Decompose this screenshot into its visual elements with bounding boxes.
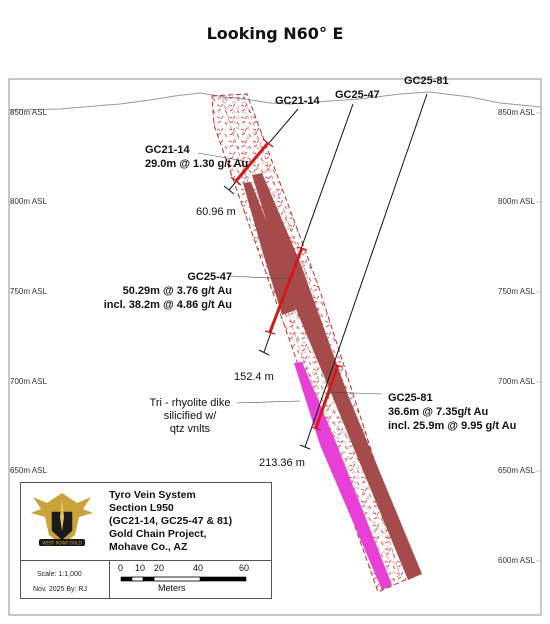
callout-gc25-81: GC25-81 36.6m @ 7.35g/t Au incl. 25.9m @…: [388, 391, 516, 433]
callout-hole-gc25-81: GC25-81: [388, 392, 433, 404]
elev-right-600: 600m ASL: [498, 556, 535, 565]
elev-left-750: 750m ASL: [10, 287, 47, 296]
interval-gc21-14: [234, 142, 270, 182]
title-block: WEST POINT GOLD Tyro Vein System Section…: [20, 482, 272, 599]
leader-lines: [197, 152, 383, 404]
scale-tick-60: 60: [239, 563, 250, 573]
dike-label-line-3: qtz vnlts: [169, 423, 211, 435]
callout-incl-gc25-81: incl. 25.9m @ 9.95 g/t Au: [388, 420, 517, 432]
date-author: Nov. 2025 By: RJ: [33, 586, 87, 593]
elev-left-700: 700m ASL: [10, 377, 47, 386]
scale-tick-0: 0: [118, 563, 124, 573]
tyro-vein-secondary: [243, 182, 296, 315]
company-logo-icon: WEST POINT GOLD: [31, 493, 93, 546]
dike-label: Tri - rhyolite dike silicified w/ qtz vn…: [142, 397, 238, 436]
callout-hole-gc21-14: GC21-14: [145, 144, 190, 156]
callout-interval-gc25-81: 36.6m @ 7.35g/t Au: [388, 406, 489, 418]
callout-incl-gc25-47: incl. 38.2m @ 4.86 g/t Au: [103, 299, 232, 311]
eoh-depth-gc21-14: 60.96 m: [196, 206, 236, 218]
svg-text:WEST POINT GOLD: WEST POINT GOLD: [42, 541, 82, 546]
interval-gc25-81: [314, 364, 340, 429]
callout-interval-gc25-47: 50.29m @ 3.76 g/t Au: [122, 285, 232, 297]
title-block-text: Tyro Vein System Section L950 (GC21-14, …: [109, 489, 232, 554]
collar-label-gc25-47: GC25-47: [335, 89, 380, 101]
elev-right-850: 850m ASL: [498, 108, 535, 117]
dike-label-line-2: silicified w/: [163, 410, 217, 422]
scale-unit: Meters: [158, 583, 186, 593]
title-line-1: Tyro Vein System: [109, 489, 196, 501]
elev-right-750: 750m ASL: [498, 287, 535, 296]
title-line-5: Mohave Co., AZ: [109, 541, 188, 553]
collar-label-gc25-81: GC25-81: [404, 75, 449, 87]
scale-tick-20: 20: [154, 563, 165, 573]
collar-label-gc21-14: GC21-14: [275, 95, 320, 107]
page-title: Looking N60° E: [206, 24, 344, 43]
eoh-depth-gc25-47: 152.4 m: [234, 371, 274, 383]
elev-right-800: 800m ASL: [498, 197, 535, 206]
elevation-ticks: [9, 112, 541, 562]
eoh-depth-gc25-81: 213.36 m: [259, 457, 305, 469]
interval-gc25-47: [268, 247, 304, 333]
scale-bar: [120, 576, 247, 582]
scale-ratio: Scale: 1:1,000: [37, 571, 82, 578]
assay-ticks: [230, 138, 344, 431]
elev-left-800: 800m ASL: [10, 197, 47, 206]
callout-hole-gc25-47: GC25-47: [187, 271, 232, 283]
title-line-2: Section L950: [109, 502, 174, 514]
topographic-surface: [8, 91, 542, 111]
callout-gc21-14: GC21-14 29.0m @ 1.30 g/t Au: [145, 143, 248, 171]
hole-gc25-81: [304, 93, 428, 448]
title-line-3: (GC21-14, GC25-47 & 81): [109, 515, 233, 527]
scale-tick-10: 10: [135, 563, 146, 573]
dike-label-line-1: Tri - rhyolite dike: [149, 397, 231, 409]
callout-interval-gc21-14: 29.0m @ 1.30 g/t Au: [145, 158, 249, 170]
section-frame: [8, 78, 542, 616]
scale-tick-40: 40: [193, 563, 204, 573]
assay-intervals: [234, 142, 340, 429]
eoh-ticks: [223, 185, 311, 450]
callout-gc25-47: GC25-47 50.29m @ 3.76 g/t Au incl. 38.2m…: [96, 270, 232, 312]
title-line-4: Gold Chain Project,: [109, 528, 207, 540]
elev-right-650: 650m ASL: [498, 466, 535, 475]
elev-left-650: 650m ASL: [10, 466, 47, 475]
elev-right-700: 700m ASL: [498, 377, 535, 386]
elev-left-850: 850m ASL: [10, 108, 47, 117]
tyro-vein-main: [252, 173, 422, 580]
